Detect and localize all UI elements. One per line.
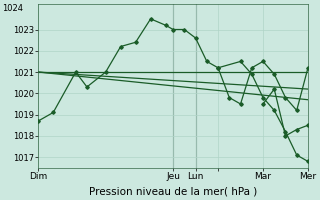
X-axis label: Pression niveau de la mer( hPa ): Pression niveau de la mer( hPa ) <box>89 187 257 197</box>
Text: 1024: 1024 <box>2 4 23 13</box>
